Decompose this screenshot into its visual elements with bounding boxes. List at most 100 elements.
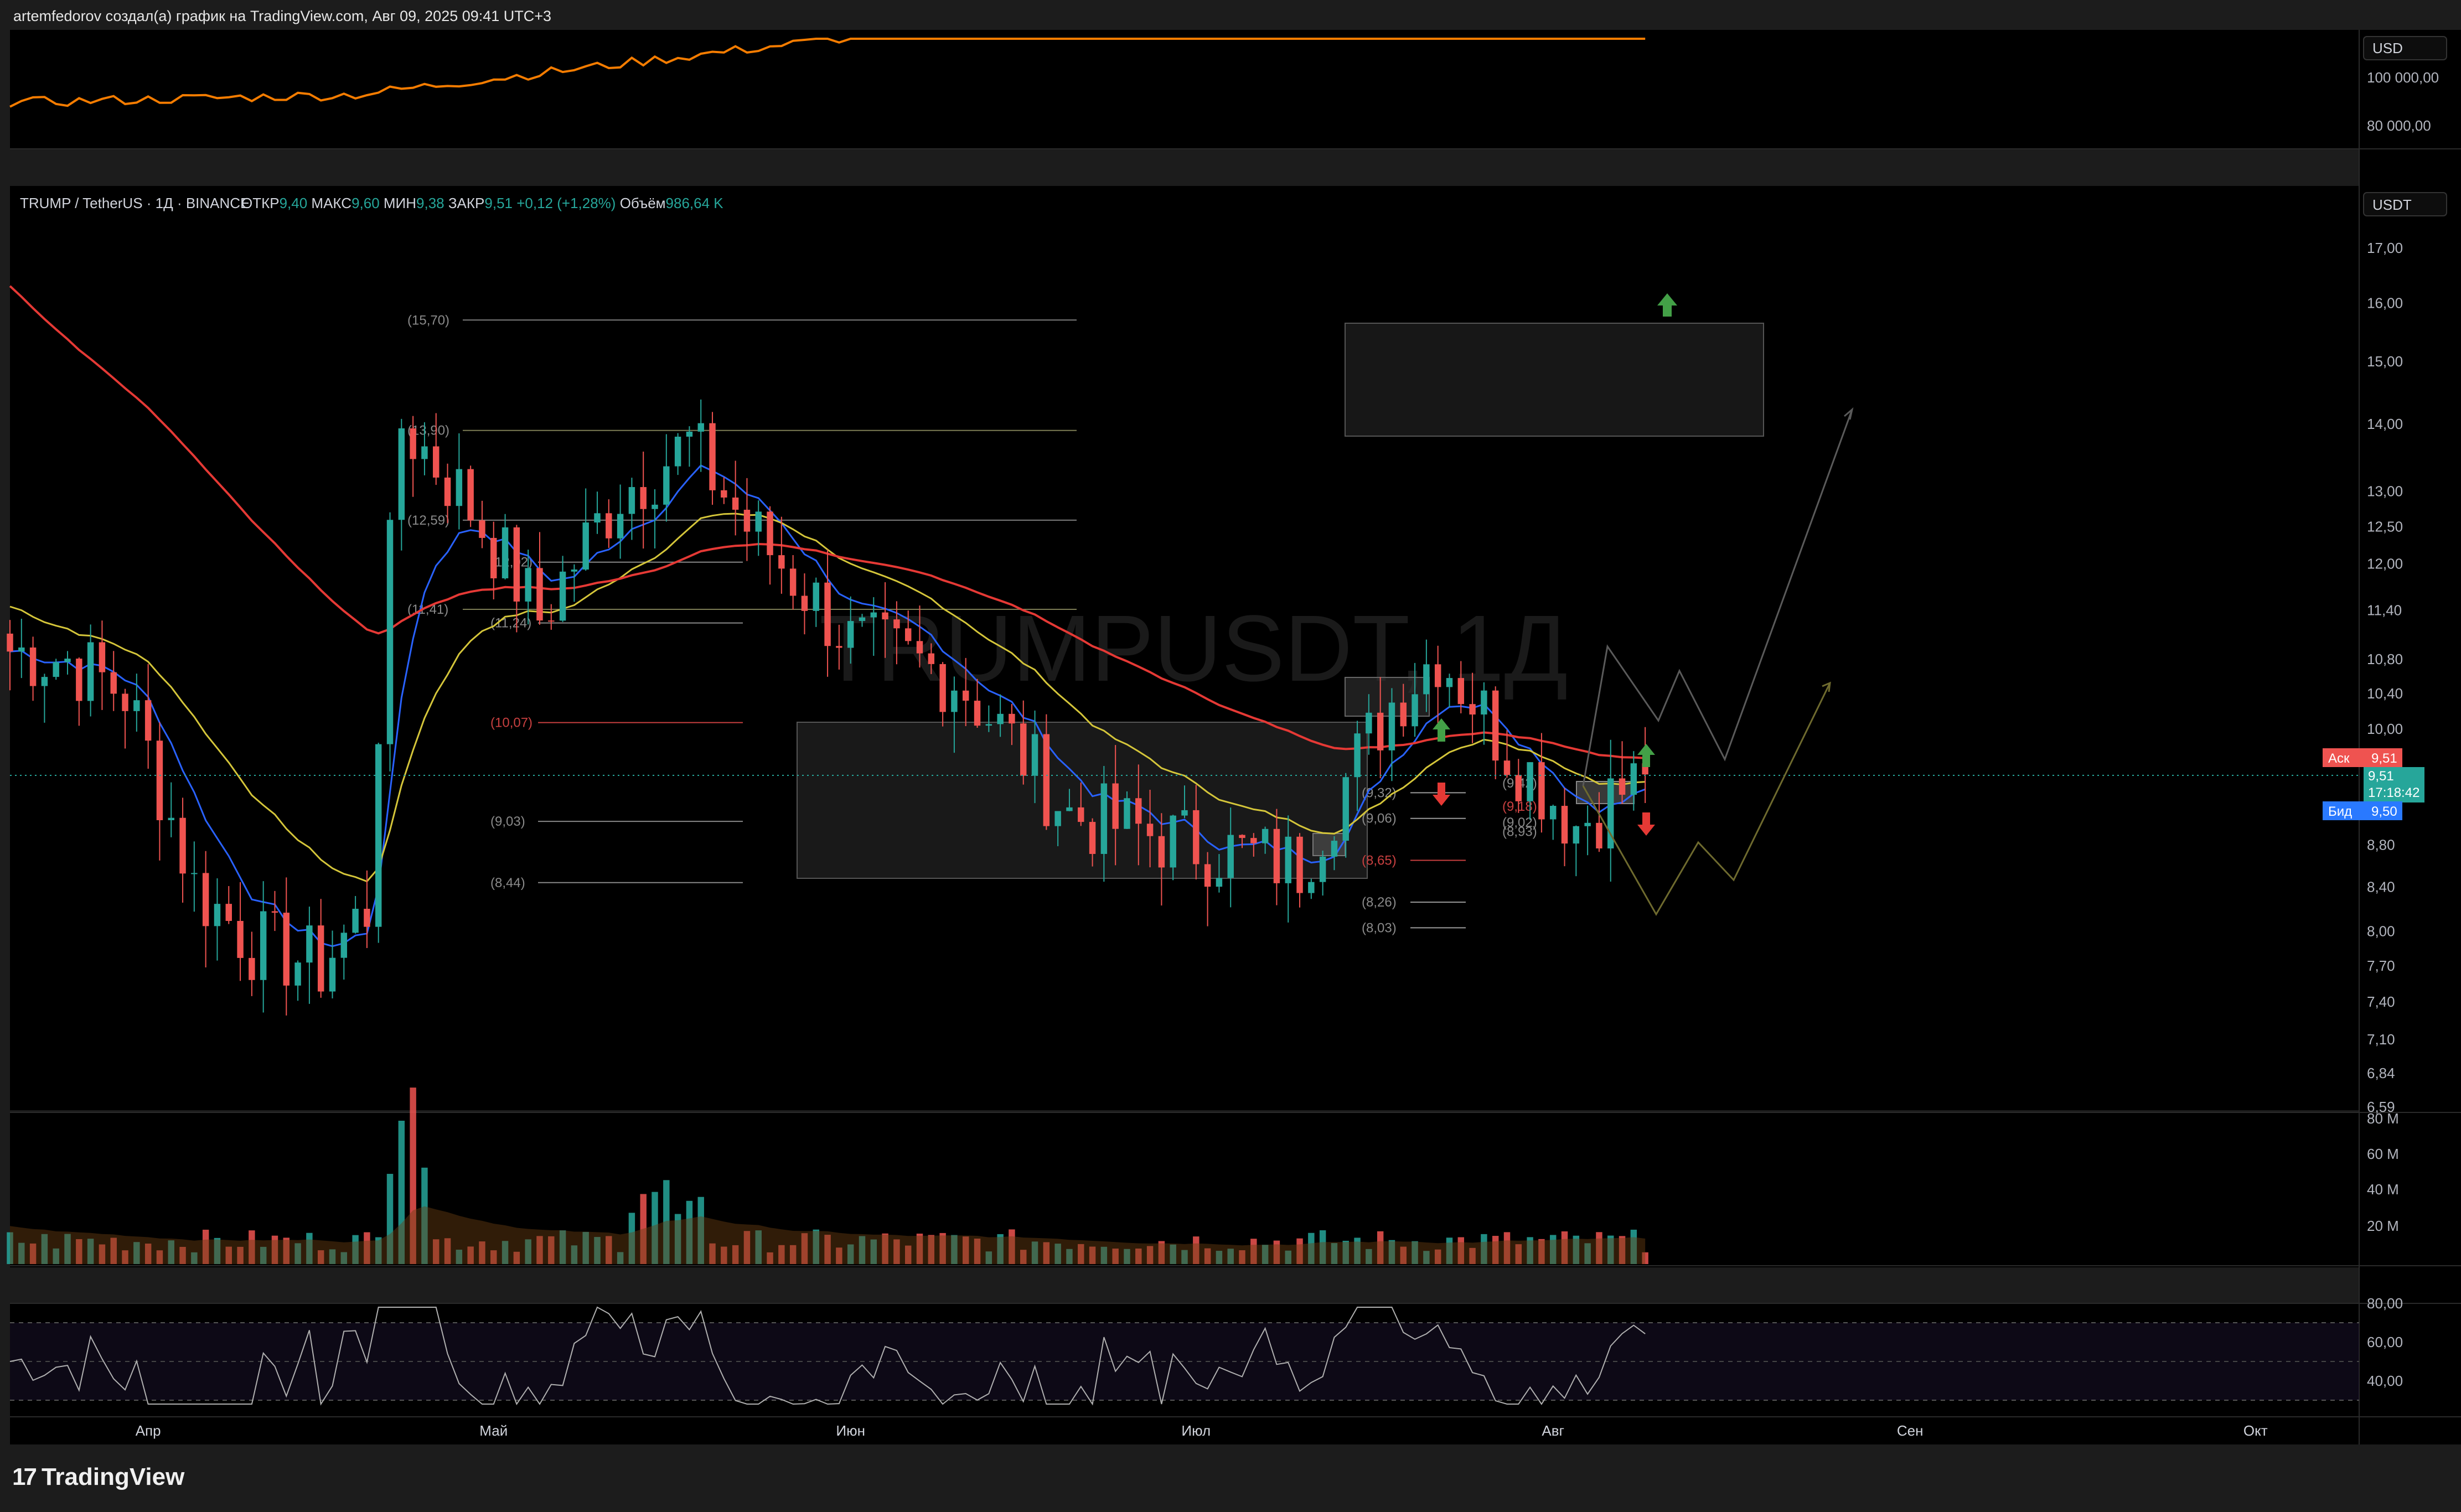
- volume-bar: [525, 1239, 531, 1264]
- target-box[interactable]: [1345, 323, 1764, 437]
- tradingview-logo[interactable]: 17 TradingView: [12, 1463, 185, 1490]
- volume-bar: [536, 1236, 543, 1264]
- volume-bar: [1412, 1241, 1418, 1264]
- price-tick: 14,00: [2367, 416, 2403, 432]
- volume-bar: [697, 1197, 704, 1264]
- volume-bar: [1308, 1233, 1315, 1264]
- range-box[interactable]: [797, 722, 1368, 879]
- volume-bar: [882, 1233, 888, 1264]
- candle: [501, 527, 509, 578]
- candle: [928, 653, 935, 664]
- month-labels: Апр Май Июн Июл Авг Сен Окт: [136, 1422, 2268, 1439]
- arrow-up-icon-2: [1637, 744, 1655, 767]
- volume-bar: [214, 1237, 221, 1264]
- volume-bar: [1319, 1230, 1326, 1264]
- arrow-down-icon: [1433, 783, 1450, 806]
- month-label: Июл: [1181, 1422, 1211, 1439]
- candle: [156, 741, 163, 820]
- candle: [1043, 734, 1050, 826]
- volume-bar: [1584, 1243, 1591, 1264]
- candle: [640, 487, 647, 509]
- volume-bar: [824, 1235, 831, 1264]
- candle: [87, 642, 94, 701]
- volume-bar: [1503, 1232, 1511, 1264]
- currency-badge-usdt[interactable]: USDT: [2363, 192, 2447, 216]
- volume-bar: [778, 1245, 785, 1264]
- volume-bar: [144, 1244, 152, 1264]
- volume-bar: [1227, 1249, 1234, 1264]
- volume-bar: [433, 1239, 440, 1264]
- volume-bar: [479, 1241, 485, 1264]
- volume-bar: [1100, 1246, 1108, 1264]
- candle: [421, 446, 428, 459]
- level-label: (8,93): [1502, 824, 1537, 839]
- volume-bar: [548, 1236, 555, 1264]
- volume-bar: [870, 1239, 877, 1264]
- volume-bar: [156, 1250, 163, 1264]
- volume-bar: [1009, 1229, 1015, 1264]
- volume-bar: [283, 1237, 290, 1264]
- candle: [340, 933, 348, 958]
- volume-bar: [1020, 1250, 1027, 1264]
- candle: [18, 647, 25, 652]
- projection-path-bear: [1582, 682, 1831, 916]
- price-tick: 12,50: [2367, 519, 2403, 535]
- volume-bar: [1469, 1247, 1476, 1264]
- candle: [1020, 723, 1027, 776]
- candle: [1469, 704, 1476, 715]
- last-price-label: 9,51 17:18:42: [2364, 767, 2424, 802]
- volume-bar: [1434, 1249, 1441, 1264]
- volume-bar: [743, 1231, 751, 1264]
- candle: [433, 446, 440, 478]
- volume-bar: [606, 1236, 612, 1264]
- candle: [836, 646, 842, 648]
- candle: [963, 690, 969, 701]
- volume-bar: [1642, 1252, 1648, 1264]
- volume-bar: [847, 1244, 854, 1264]
- currency-badge-usd[interactable]: USD: [2363, 36, 2447, 60]
- volume-bar: [1550, 1235, 1557, 1264]
- svg-text:USDT: USDT: [2372, 196, 2412, 213]
- volume-bar: [1607, 1235, 1614, 1264]
- volume-bar: [122, 1250, 128, 1264]
- volume-bar: [1261, 1245, 1269, 1264]
- candle: [271, 911, 278, 913]
- volume-bar: [271, 1235, 278, 1264]
- price-tick: 6,84: [2367, 1065, 2395, 1081]
- zone-box-tiny[interactable]: [1312, 833, 1346, 856]
- volume-bar: [398, 1121, 405, 1264]
- candle: [1100, 783, 1108, 854]
- volume-bar: [721, 1246, 727, 1264]
- volume-bar: [410, 1088, 416, 1264]
- volume-bar: [1273, 1240, 1280, 1264]
- candle: [352, 909, 359, 933]
- candle: [1308, 882, 1315, 893]
- candle: [1584, 822, 1591, 826]
- candle: [133, 700, 140, 711]
- volume-bar: [1561, 1231, 1568, 1264]
- volume-bar: [76, 1239, 82, 1264]
- volume-bar: [1331, 1243, 1338, 1264]
- candle: [168, 817, 174, 820]
- candle: [1400, 702, 1407, 727]
- volume-bar: [732, 1245, 739, 1264]
- volume-bar: [501, 1241, 509, 1264]
- price-panel[interactable]: [10, 186, 2359, 1110]
- price-scale[interactable]: [2359, 30, 2461, 1444]
- candle: [225, 904, 232, 921]
- month-label: Апр: [136, 1422, 161, 1439]
- candle: [1089, 822, 1096, 854]
- candle: [202, 873, 209, 926]
- volume-bar: [1481, 1234, 1487, 1264]
- btc-price-line: [9, 38, 1646, 108]
- month-label: Авг: [1542, 1422, 1564, 1439]
- volume-ma-area: [10, 1206, 1646, 1264]
- volume-bar: [133, 1242, 140, 1264]
- candle: [237, 921, 244, 958]
- volume-bar: [709, 1243, 716, 1264]
- attribution-text: artemfedorov создал(а) график на Trading…: [13, 8, 552, 24]
- bid-label: Бид 9,50: [2323, 801, 2402, 820]
- candle: [179, 817, 186, 874]
- candle: [1412, 694, 1418, 727]
